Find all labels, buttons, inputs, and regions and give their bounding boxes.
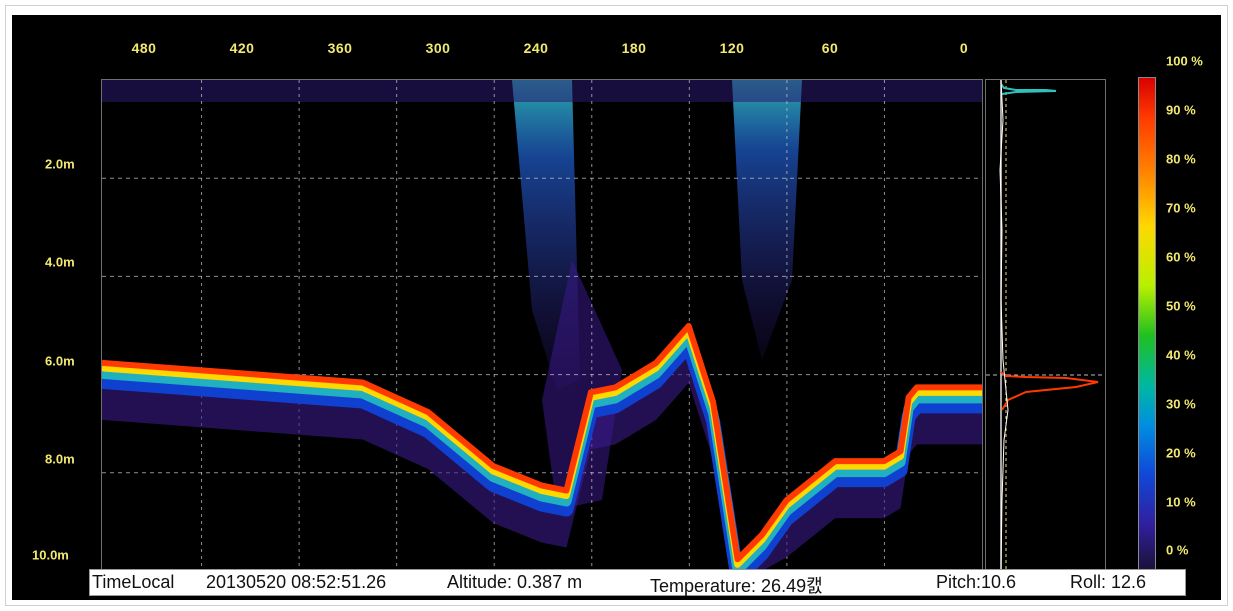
intensity-colorbar xyxy=(1138,77,1156,574)
x-tick-label: 420 xyxy=(229,40,255,56)
altitude-readout: Altitude: 0.387 m xyxy=(447,572,583,592)
water-column-plumes xyxy=(102,80,982,510)
colorbar-tick-label: 90 % xyxy=(1166,102,1196,118)
y-tick-label: 2.0m xyxy=(45,156,75,172)
x-tick-label: 180 xyxy=(621,40,647,56)
colorbar-tick-label: 10 % xyxy=(1166,494,1196,510)
intensity-profile-panel xyxy=(985,79,1106,572)
plume-lower xyxy=(542,260,622,510)
colorbar-tick-label: 80 % xyxy=(1166,151,1196,167)
y-tick-label: 8.0m xyxy=(45,451,75,467)
x-tick-label: 60 xyxy=(821,40,839,56)
colorbar-tick-label: 40 % xyxy=(1166,347,1196,363)
x-tick-label: 360 xyxy=(327,40,353,56)
colorbar-tick-label: 50 % xyxy=(1166,298,1196,314)
profile-trace xyxy=(999,80,1009,571)
x-tick-label: 120 xyxy=(719,40,745,56)
roll-readout: Roll: 12.6 xyxy=(1070,572,1147,592)
colorbar-tick-label: 20 % xyxy=(1166,445,1196,461)
colorbar-tick-label: 0 % xyxy=(1166,542,1189,558)
status-bar: TimeLocal 20130520 08:52:51.26 Altitude:… xyxy=(89,569,1186,596)
time-label: TimeLocal xyxy=(92,572,175,592)
bottom-echo-core xyxy=(102,323,982,563)
colorbar-tick-label: 70 % xyxy=(1166,200,1196,216)
x-tick-label: 0 xyxy=(959,40,969,56)
surface-noise xyxy=(102,80,982,102)
profile-bottom-peak xyxy=(1000,371,1099,411)
bottom-echo xyxy=(102,323,982,571)
echogram-plot xyxy=(101,79,983,572)
y-tick-label: 6.0m xyxy=(45,353,75,369)
echogram-panel: 480 420 360 300 240 180 120 60 0 2.0m 4.… xyxy=(12,15,1221,600)
y-tick-label: 4.0m xyxy=(45,254,75,270)
plume-right xyxy=(732,80,802,360)
echogram-svg xyxy=(102,80,982,571)
pitch-readout: Pitch:10.6 xyxy=(936,572,1017,592)
temperature-readout: Temperature: 26.49캜 xyxy=(650,576,823,596)
colorbar-tick-label: 30 % xyxy=(1166,396,1196,412)
intensity-profile-svg xyxy=(986,80,1105,571)
time-value: 20130520 08:52:51.26 xyxy=(206,572,387,592)
x-tick-label: 240 xyxy=(523,40,549,56)
y-tick-label: 10.0m xyxy=(32,547,69,563)
colorbar-tick-label: 60 % xyxy=(1166,249,1196,265)
colorbar-tick-label: 100 % xyxy=(1166,53,1203,69)
x-tick-label: 300 xyxy=(425,40,451,56)
profile-surface-peak xyxy=(1000,83,1057,95)
sub-bottom-layer xyxy=(102,327,982,571)
x-tick-label: 480 xyxy=(131,40,157,56)
